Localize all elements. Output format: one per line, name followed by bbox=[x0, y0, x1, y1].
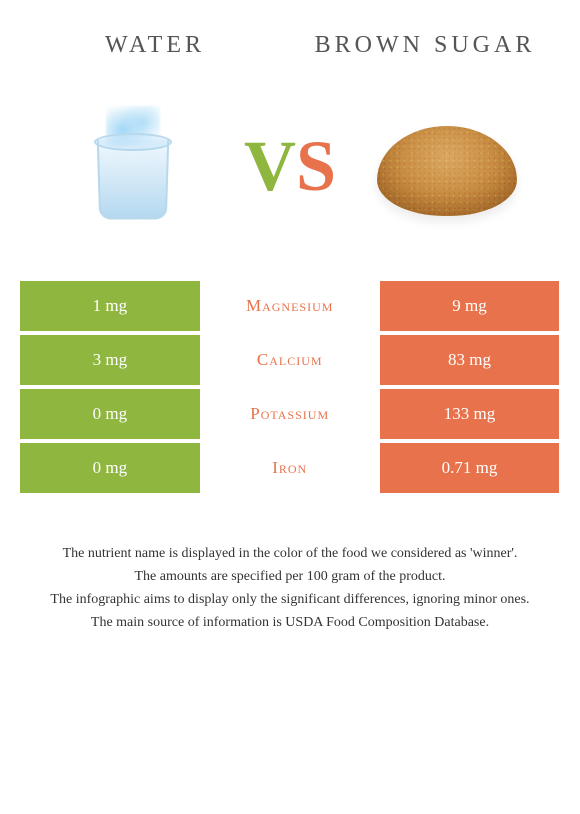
vs-label: VS bbox=[244, 125, 336, 208]
right-value: 0.71 mg bbox=[380, 443, 560, 493]
table-row: 3 mgCalcium83 mg bbox=[20, 335, 560, 385]
note-line-3: The infographic aims to display only the… bbox=[50, 589, 530, 610]
left-value: 0 mg bbox=[20, 389, 200, 439]
left-value: 0 mg bbox=[20, 443, 200, 493]
right-value: 133 mg bbox=[380, 389, 560, 439]
left-value: 3 mg bbox=[20, 335, 200, 385]
titles-row: Water Brown sugar bbox=[20, 30, 560, 61]
table-row: 0 mgPotassium133 mg bbox=[20, 389, 560, 439]
brown-sugar-icon bbox=[372, 106, 522, 226]
infographic-root: Water Brown sugar VS 1 mgMagnesium9 mg3 … bbox=[0, 0, 580, 655]
nutrient-name: Potassium bbox=[200, 389, 380, 439]
comparison-table: 1 mgMagnesium9 mg3 mgCalcium83 mg0 mgPot… bbox=[20, 281, 560, 493]
vs-v: V bbox=[244, 126, 296, 206]
water-glass-icon bbox=[88, 111, 178, 221]
note-line-2: The amounts are specified per 100 gram o… bbox=[50, 566, 530, 587]
notes: The nutrient name is displayed in the co… bbox=[20, 543, 560, 633]
water-image bbox=[58, 91, 208, 241]
right-value: 83 mg bbox=[380, 335, 560, 385]
table-row: 1 mgMagnesium9 mg bbox=[20, 281, 560, 331]
right-value: 9 mg bbox=[380, 281, 560, 331]
images-row: VS bbox=[20, 91, 560, 241]
nutrient-name: Magnesium bbox=[200, 281, 380, 331]
nutrient-name: Calcium bbox=[200, 335, 380, 385]
note-line-4: The main source of information is USDA F… bbox=[50, 612, 530, 633]
nutrient-name: Iron bbox=[200, 443, 380, 493]
note-line-1: The nutrient name is displayed in the co… bbox=[50, 543, 530, 564]
title-right: Brown sugar bbox=[304, 30, 547, 61]
left-value: 1 mg bbox=[20, 281, 200, 331]
brown-sugar-image bbox=[372, 91, 522, 241]
table-row: 0 mgIron0.71 mg bbox=[20, 443, 560, 493]
vs-s: S bbox=[296, 126, 336, 206]
title-left: Water bbox=[34, 32, 277, 59]
